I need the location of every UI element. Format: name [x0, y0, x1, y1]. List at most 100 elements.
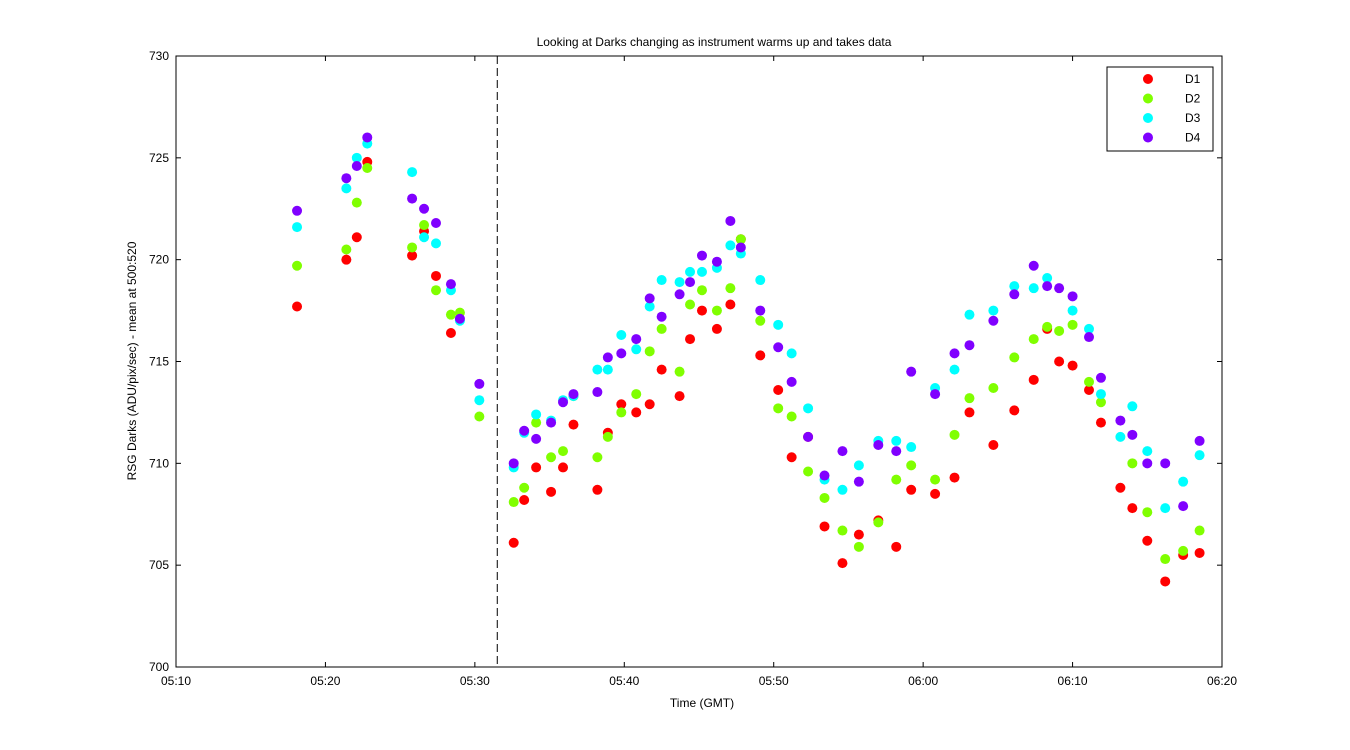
- data-point: [1160, 503, 1171, 514]
- data-point: [891, 474, 902, 485]
- data-point: [519, 425, 530, 436]
- data-point: [773, 403, 784, 414]
- data-point: [558, 462, 569, 473]
- data-point: [735, 242, 746, 253]
- data-point: [988, 440, 999, 451]
- data-point: [1127, 458, 1138, 469]
- data-point: [656, 364, 667, 375]
- data-point: [988, 315, 999, 326]
- data-point: [508, 497, 519, 508]
- data-point: [644, 301, 655, 312]
- data-point: [964, 393, 975, 404]
- data-point: [964, 309, 975, 320]
- legend-label-d4: D4: [1185, 131, 1201, 145]
- data-point: [431, 238, 442, 249]
- y-tick-label: 700: [149, 660, 169, 674]
- data-point: [474, 395, 485, 406]
- data-point: [685, 266, 696, 277]
- data-point: [725, 283, 736, 294]
- data-point: [1178, 476, 1189, 487]
- data-point: [341, 244, 352, 255]
- data-point: [853, 476, 864, 487]
- data-point: [674, 277, 685, 288]
- data-point: [656, 311, 667, 322]
- data-point: [735, 234, 746, 245]
- data-point: [988, 305, 999, 316]
- data-point: [1084, 323, 1095, 334]
- data-point: [786, 348, 797, 359]
- data-point: [1084, 376, 1095, 387]
- y-tick-label: 715: [149, 355, 169, 369]
- data-point: [292, 222, 303, 233]
- data-point: [696, 250, 707, 261]
- data-point: [853, 529, 864, 540]
- data-point: [602, 431, 613, 442]
- data-point: [891, 446, 902, 457]
- data-point: [445, 327, 456, 338]
- data-point: [1042, 272, 1053, 283]
- x-tick-label: 05:20: [310, 674, 340, 688]
- data-point: [508, 458, 519, 469]
- data-point: [1067, 291, 1078, 302]
- data-point: [696, 266, 707, 277]
- data-point: [616, 399, 627, 410]
- data-point: [351, 197, 362, 208]
- data-point: [656, 275, 667, 286]
- data-point: [592, 387, 603, 398]
- data-point: [292, 260, 303, 271]
- data-point: [519, 482, 530, 493]
- data-point: [930, 488, 941, 499]
- data-point: [292, 301, 303, 312]
- data-point: [474, 378, 485, 389]
- data-point: [431, 218, 442, 229]
- data-point: [906, 484, 917, 495]
- data-point: [964, 340, 975, 351]
- data-points-layer: [292, 132, 1205, 587]
- data-point: [1178, 501, 1189, 512]
- legend-label-d1: D1: [1185, 72, 1201, 86]
- data-point: [602, 352, 613, 363]
- data-point: [755, 275, 766, 286]
- data-point: [891, 541, 902, 552]
- data-point: [685, 277, 696, 288]
- data-point: [1194, 525, 1205, 536]
- data-point: [362, 132, 373, 143]
- data-point: [531, 409, 542, 420]
- data-point: [546, 452, 557, 463]
- data-point: [656, 323, 667, 334]
- data-point: [1084, 332, 1095, 343]
- data-point: [773, 319, 784, 330]
- data-point: [786, 411, 797, 422]
- data-point: [1042, 281, 1053, 292]
- legend-marker-d3: [1143, 113, 1153, 123]
- data-point: [711, 256, 722, 267]
- data-point: [685, 299, 696, 310]
- data-point: [1054, 283, 1065, 294]
- data-point: [930, 389, 941, 400]
- data-point: [786, 452, 797, 463]
- data-point: [474, 411, 485, 422]
- data-point: [773, 385, 784, 396]
- data-point: [644, 399, 655, 410]
- legend: D1 D2 D3 D4: [1106, 66, 1214, 152]
- data-point: [631, 407, 642, 418]
- data-point: [873, 517, 884, 528]
- data-point: [803, 466, 814, 477]
- data-point: [725, 299, 736, 310]
- data-point: [755, 305, 766, 316]
- data-point: [1142, 446, 1153, 457]
- data-point: [1127, 503, 1138, 514]
- data-point: [1142, 535, 1153, 546]
- axes-ticks-layer: 05:10 05:20 05:30 05:40 05:50 06:00 06:10 06:20…: [149, 49, 1237, 688]
- legend-label-d3: D3: [1185, 111, 1201, 125]
- data-point: [407, 193, 418, 204]
- data-point: [431, 285, 442, 296]
- data-point: [725, 215, 736, 226]
- data-point: [711, 323, 722, 334]
- data-point: [1160, 576, 1171, 587]
- data-point: [419, 232, 430, 243]
- data-point: [906, 442, 917, 453]
- data-point: [837, 525, 848, 536]
- data-point: [431, 270, 442, 281]
